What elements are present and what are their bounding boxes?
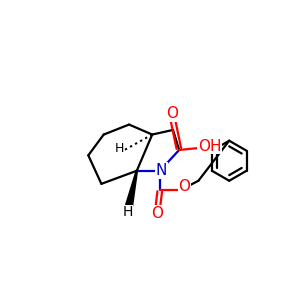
Text: O: O <box>152 206 164 220</box>
Text: OH: OH <box>198 139 222 154</box>
Text: H: H <box>114 142 124 155</box>
Text: O: O <box>178 178 190 194</box>
Text: H: H <box>122 205 133 219</box>
Polygon shape <box>126 171 137 206</box>
Text: N: N <box>156 163 167 178</box>
Text: O: O <box>166 106 178 121</box>
